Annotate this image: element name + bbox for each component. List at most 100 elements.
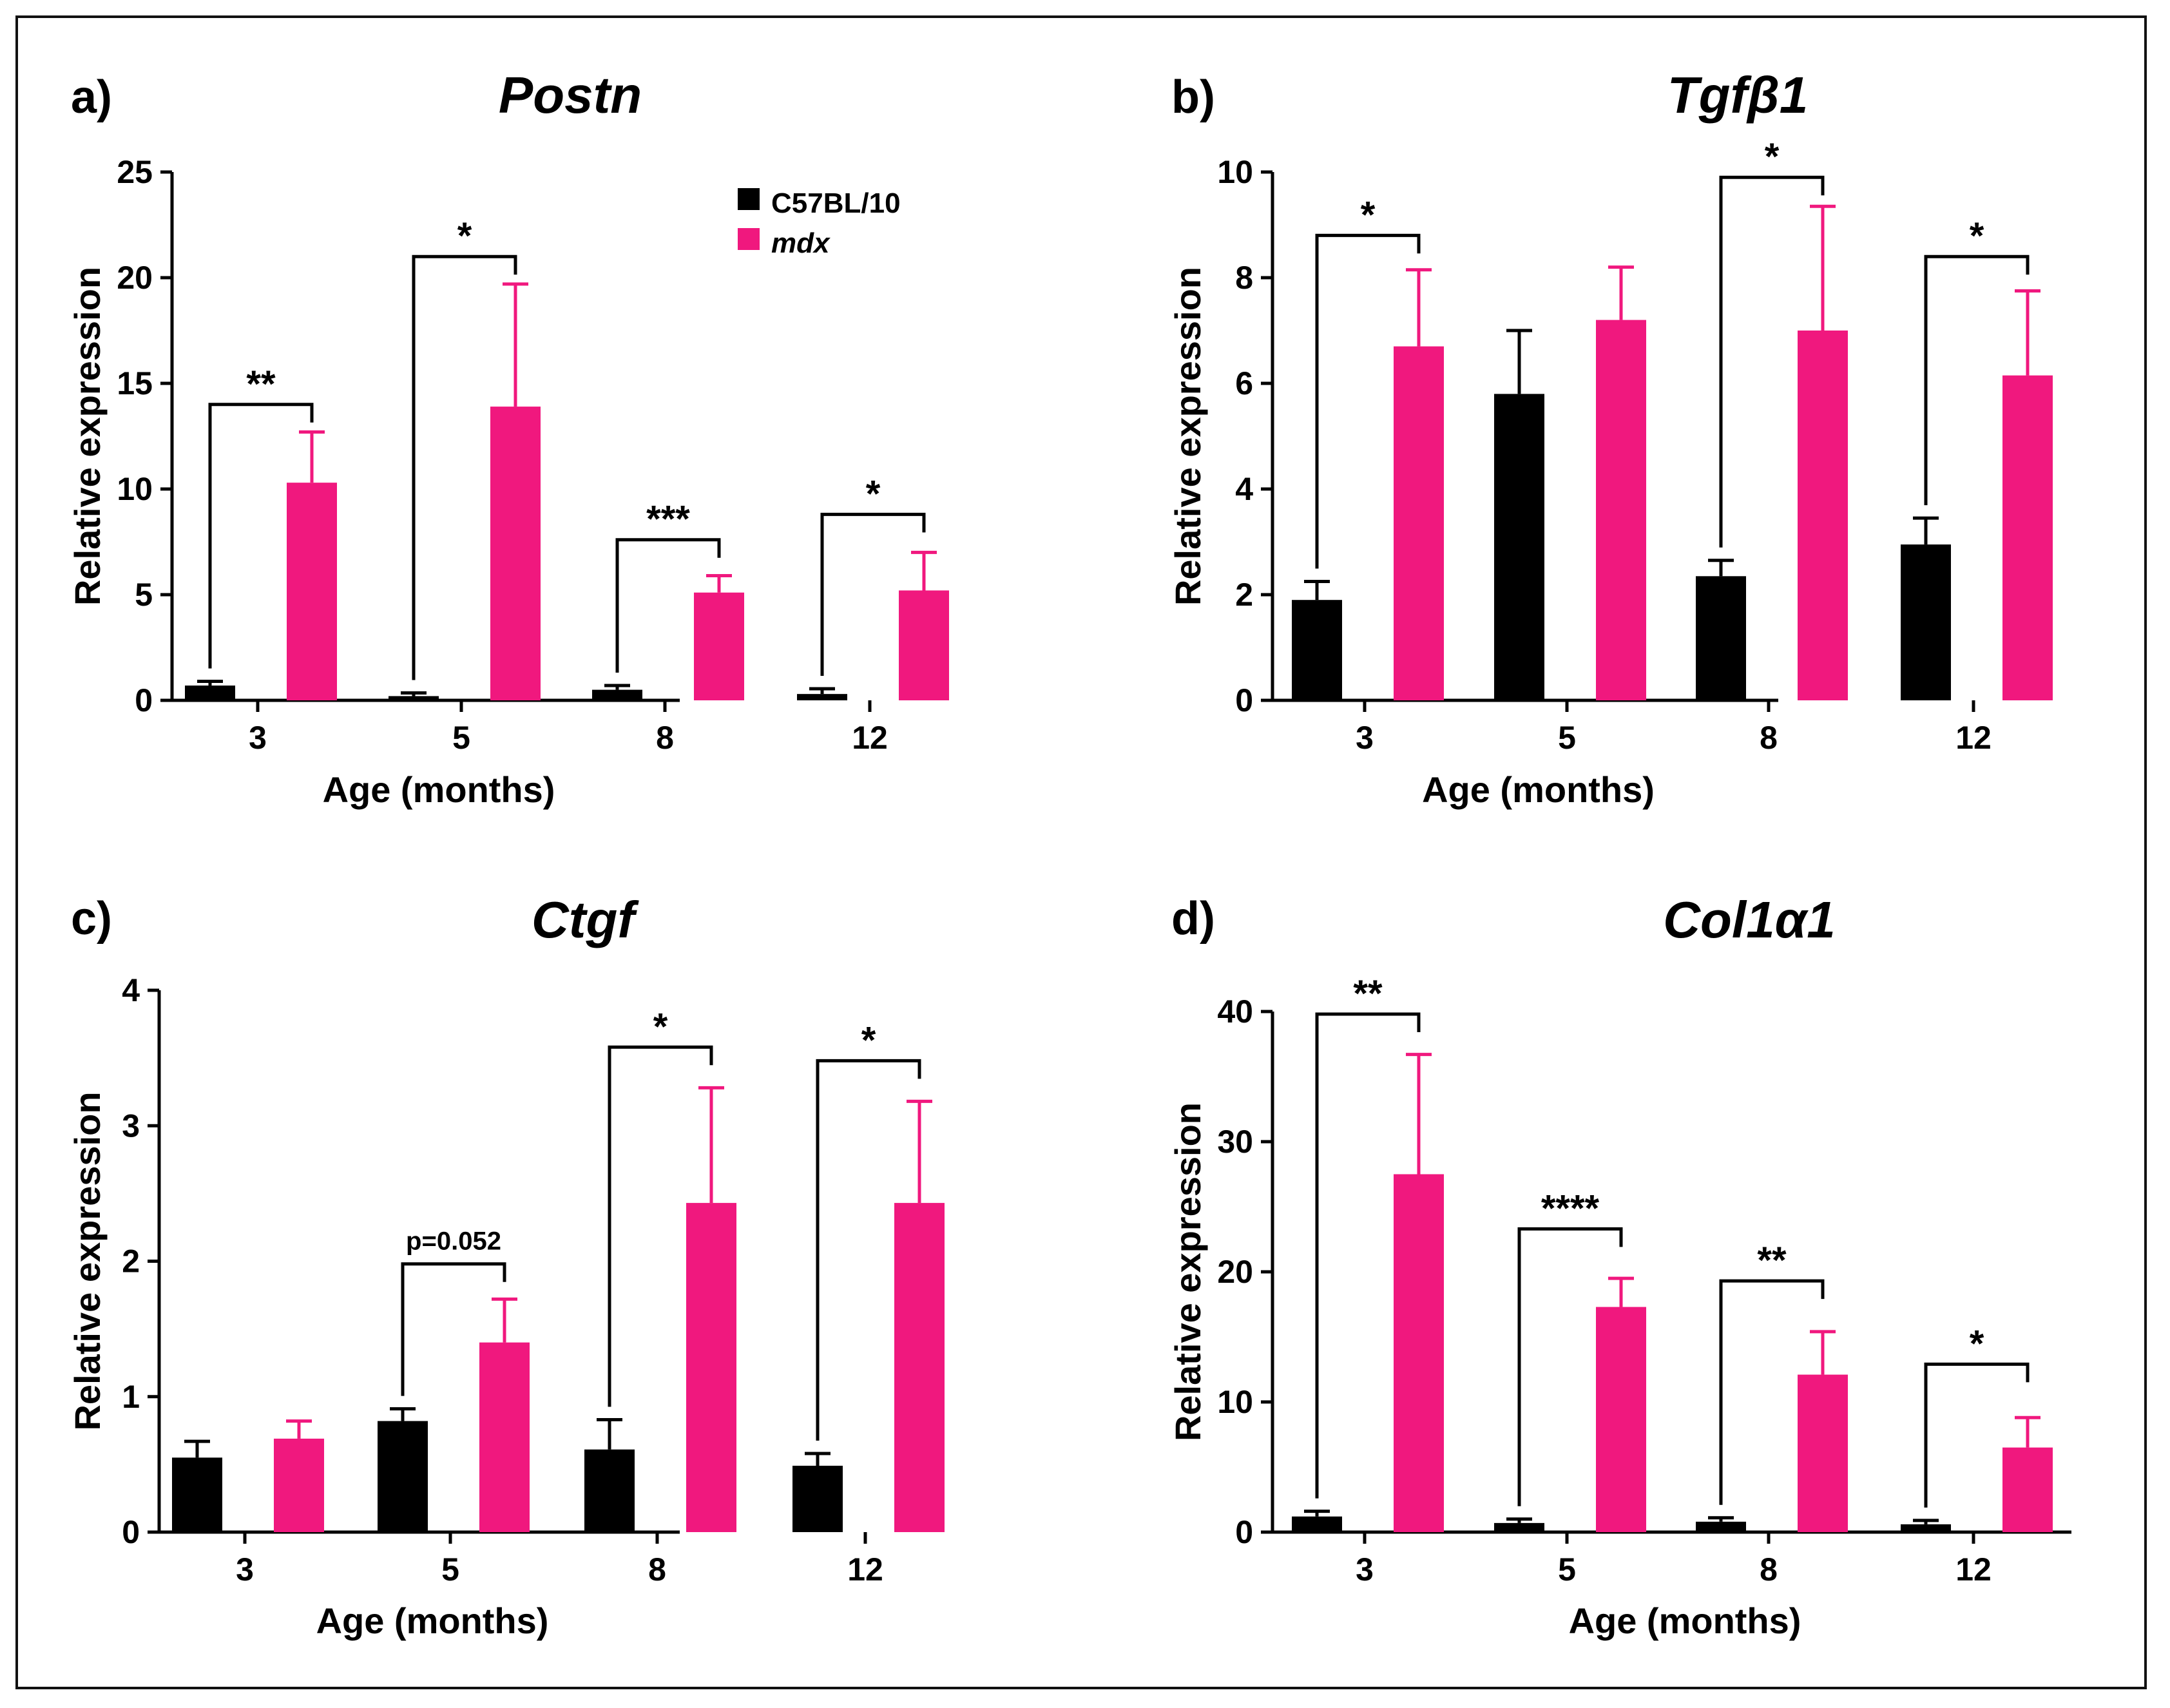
bar-mdx-3 — [1394, 1174, 1444, 1532]
y-axis-label: Relative expression — [67, 1091, 108, 1430]
bar-mdx-3 — [287, 483, 337, 700]
bar-mdx-5 — [479, 1342, 530, 1532]
y-tick-label: 0 — [1235, 682, 1253, 718]
significance-label: p=0.052 — [406, 1227, 501, 1256]
x-tick-label: 12 — [1955, 1551, 1992, 1588]
bar-c57bl10-5 — [389, 696, 439, 700]
y-tick-label: 10 — [1217, 154, 1253, 190]
panel-letter: b) — [1171, 72, 1215, 123]
significance-bracket — [820, 512, 926, 676]
y-tick-label: 3 — [122, 1108, 140, 1144]
significance-bracket — [615, 538, 721, 673]
significance-bracket — [401, 1262, 506, 1396]
significance-label: ** — [246, 363, 276, 405]
chart-title: Postn — [499, 66, 642, 124]
y-tick-label: 20 — [1217, 1254, 1253, 1290]
y-tick-label: 10 — [117, 471, 153, 507]
significance-bracket — [1719, 175, 1825, 548]
legend-label: C57BL/10 — [771, 187, 901, 219]
chart-title: Tgfβ1 — [1667, 66, 1809, 124]
y-axis-label: Relative expression — [1167, 267, 1208, 606]
x-tick-label: 3 — [1356, 720, 1374, 756]
y-tick-label: 0 — [122, 1514, 140, 1550]
chart-panel-2: b) Tgfβ1 0 2 4 6 8 10 Relative expression Age (mo… — [1167, 66, 2053, 810]
chart-panel-4: d) Col1α1 0 10 20 30 40 Relative expression Age … — [1167, 891, 2071, 1641]
figure-frame — [15, 15, 2147, 1689]
x-tick-label: 12 — [847, 1551, 883, 1588]
significance-bracket — [1315, 233, 1421, 569]
legend-label: mdx — [771, 227, 831, 259]
bar-c57bl10-12 — [797, 694, 847, 700]
significance-label: **** — [1541, 1187, 1600, 1229]
x-tick-label: 8 — [648, 1551, 666, 1588]
bar-mdx-8 — [694, 592, 744, 700]
y-tick-label: 0 — [135, 682, 153, 718]
panel-letter: c) — [71, 893, 112, 945]
significance-label: * — [1361, 194, 1376, 236]
significance-bracket — [608, 1045, 713, 1407]
x-axis-label: Age (months) — [316, 1600, 549, 1641]
bar-mdx-12 — [894, 1203, 945, 1532]
significance-label: * — [653, 1006, 668, 1048]
significance-bracket — [816, 1059, 921, 1441]
x-tick-label: 5 — [441, 1551, 459, 1588]
bar-mdx-5 — [1596, 320, 1646, 701]
x-axis-label: Age (months) — [1422, 769, 1655, 810]
x-axis-label: Age (months) — [1569, 1600, 1801, 1641]
legend-swatch — [738, 228, 760, 250]
bar-c57bl10-3 — [172, 1457, 222, 1532]
bar-mdx-3 — [1394, 346, 1444, 700]
bar-c57bl10-8 — [592, 689, 642, 700]
x-tick-label: 5 — [1558, 1551, 1576, 1588]
bar-c57bl10-12 — [1901, 1524, 1951, 1532]
x-tick-label: 3 — [236, 1551, 254, 1588]
significance-label: *** — [646, 499, 690, 541]
y-tick-label: 1 — [122, 1379, 140, 1415]
bar-mdx-12 — [2002, 1447, 2053, 1532]
bar-c57bl10-8 — [584, 1449, 635, 1532]
y-tick-label: 2 — [122, 1243, 140, 1280]
panel-letter: a) — [71, 72, 112, 123]
bar-mdx-8 — [686, 1203, 736, 1532]
bar-c57bl10-3 — [1292, 600, 1342, 700]
chart-title: Col1α1 — [1663, 891, 1835, 948]
chart-title: Ctgf — [532, 891, 639, 948]
y-tick-label: 10 — [1217, 1384, 1253, 1420]
y-tick-label: 8 — [1235, 260, 1253, 296]
y-tick-label: 4 — [1235, 471, 1253, 507]
significance-bracket — [1719, 1279, 1825, 1505]
bar-c57bl10-3 — [185, 686, 235, 700]
x-tick-label: 5 — [1558, 720, 1576, 756]
bar-c57bl10-5 — [378, 1421, 428, 1532]
bar-mdx-5 — [490, 407, 541, 700]
y-tick-label: 40 — [1217, 993, 1253, 1030]
y-tick-label: 15 — [117, 365, 153, 401]
x-tick-label: 12 — [852, 720, 888, 756]
x-tick-label: 8 — [1760, 720, 1778, 756]
bar-c57bl10-8 — [1696, 576, 1746, 700]
x-tick-label: 3 — [1356, 1551, 1374, 1588]
significance-label: ** — [1353, 973, 1383, 1015]
y-tick-label: 6 — [1235, 365, 1253, 401]
y-tick-label: 20 — [117, 260, 153, 296]
bar-mdx-8 — [1798, 1374, 1848, 1532]
significance-bracket — [1924, 254, 2030, 506]
significance-label: * — [1970, 1323, 1984, 1365]
bar-mdx-12 — [899, 590, 949, 700]
significance-label: * — [866, 473, 881, 515]
significance-label: * — [1765, 136, 1780, 178]
x-tick-label: 12 — [1955, 720, 1992, 756]
x-tick-label: 5 — [452, 720, 470, 756]
bar-c57bl10-5 — [1494, 1522, 1544, 1532]
bar-c57bl10-3 — [1292, 1516, 1342, 1532]
bar-c57bl10-12 — [792, 1465, 843, 1532]
bar-c57bl10-8 — [1696, 1521, 1746, 1532]
y-tick-label: 0 — [1235, 1514, 1253, 1550]
significance-bracket — [208, 403, 314, 669]
bar-mdx-8 — [1798, 331, 1848, 700]
significance-label: * — [1970, 215, 1984, 257]
bar-c57bl10-5 — [1494, 394, 1544, 700]
y-tick-label: 30 — [1217, 1124, 1253, 1160]
x-tick-label: 8 — [656, 720, 674, 756]
